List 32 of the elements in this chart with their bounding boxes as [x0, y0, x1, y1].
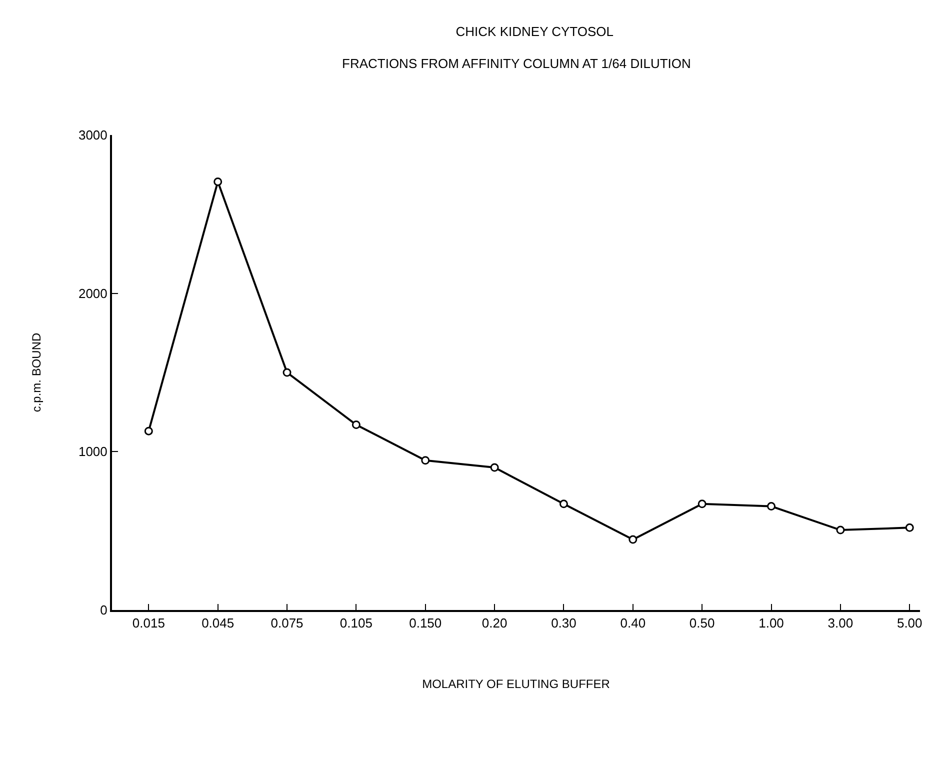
point	[490, 463, 499, 472]
x-tick-label: 0.105	[340, 616, 372, 631]
point	[214, 177, 222, 186]
x-tick-label: 3.00	[828, 616, 854, 631]
x-tick-label: 0.075	[270, 616, 304, 631]
x-tick-label: 1.00	[758, 616, 784, 631]
x-tick-label: 0.50	[689, 616, 715, 631]
x-tick-label: 0.40	[620, 616, 646, 631]
x-tick-label: 5.00	[896, 616, 922, 631]
x-tick-label: 0.045	[202, 616, 234, 631]
x-tick-label: 0.20	[482, 616, 508, 631]
point	[905, 523, 914, 532]
x-tick-label: 0.015	[132, 616, 165, 631]
point	[282, 368, 292, 377]
point	[352, 420, 360, 429]
y-tick-label: 2000	[78, 286, 108, 301]
y-axis-title: c.p.m. BOUND	[29, 332, 44, 412]
point	[628, 535, 638, 544]
x-axis-title: MOLARITY OF ELUTING BUFFER	[422, 677, 610, 691]
point	[144, 426, 153, 436]
chart-title: CHICK KIDNEY CYTOSOL	[456, 24, 614, 40]
chart-subtitle: FRACTIONS FROM AFFINITY COLUMN AT 1/64 DILUTION	[342, 56, 691, 71]
x-tick-label: 0.30	[551, 616, 576, 631]
point	[421, 456, 430, 465]
y-tick-label: 0	[100, 602, 108, 618]
point	[698, 500, 706, 508]
y-tick-label: 1000	[78, 444, 108, 460]
point	[836, 526, 845, 534]
point	[559, 500, 568, 508]
y-tick-label: 3000	[78, 128, 108, 143]
point	[767, 502, 776, 511]
x-tick-label: 0.150	[409, 616, 442, 631]
